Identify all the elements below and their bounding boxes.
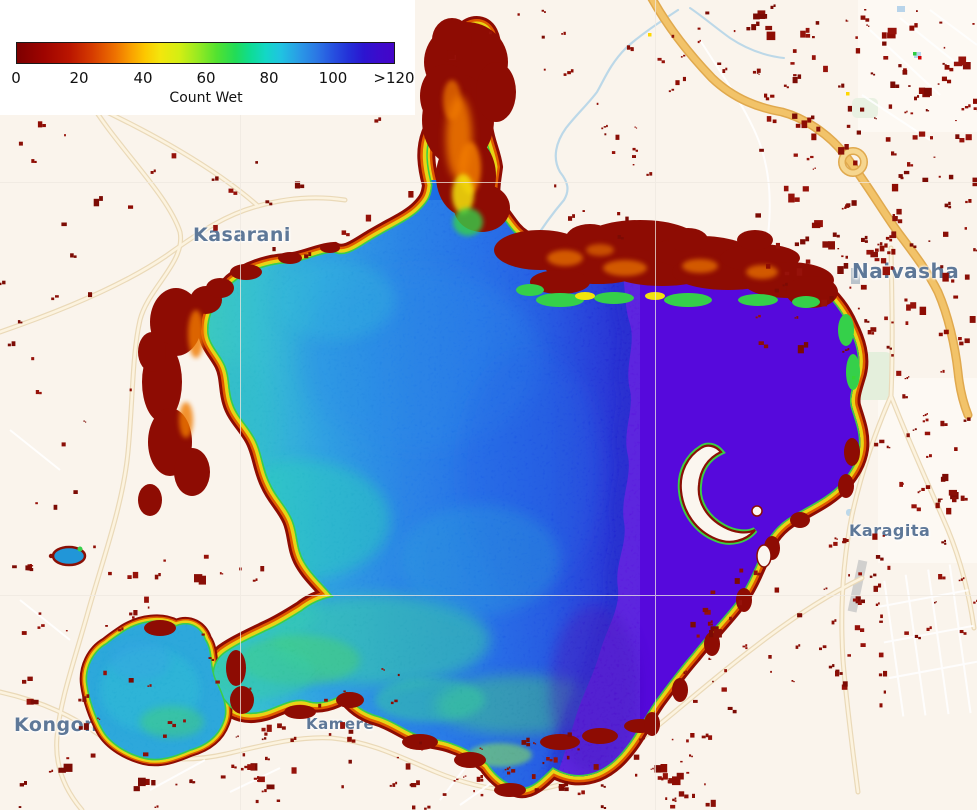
trunk-road [647,0,973,420]
colorbar-tick: 0 [11,69,21,87]
minor-roads [0,102,977,810]
colorbar-tick: 100 [318,69,348,87]
colorbar-tick: 80 [259,69,279,87]
colorbar-title: Count Wet [169,90,243,106]
place-label-naivasha: Naivasha [852,259,960,283]
oloiden-lake-raster [85,620,227,761]
small-pond [48,545,87,567]
shore-rim-clumps [144,438,860,797]
speckle-layer [0,4,977,810]
stream-upper [689,7,785,59]
colorbar-tick: 40 [133,69,153,87]
place-label-kamere: Kamere [306,715,375,733]
airstrip [847,559,868,613]
west-shore-red-patches [138,243,340,516]
north-inlet-raster [420,18,516,236]
crescent-island [677,442,772,568]
legend: 0 20 40 60 80 100 >120 Count Wet [0,0,415,115]
colorbar-tick: >120 [373,69,415,87]
lake-raster [207,25,861,790]
colorbar-tick: 20 [69,69,89,87]
place-label-karagita: Karagita [849,521,931,540]
colorbar-tick: 60 [196,69,216,87]
lake-purple-lobe [556,250,861,778]
colorbar [16,42,395,64]
place-label-kongoni: Kongoni [14,714,106,736]
